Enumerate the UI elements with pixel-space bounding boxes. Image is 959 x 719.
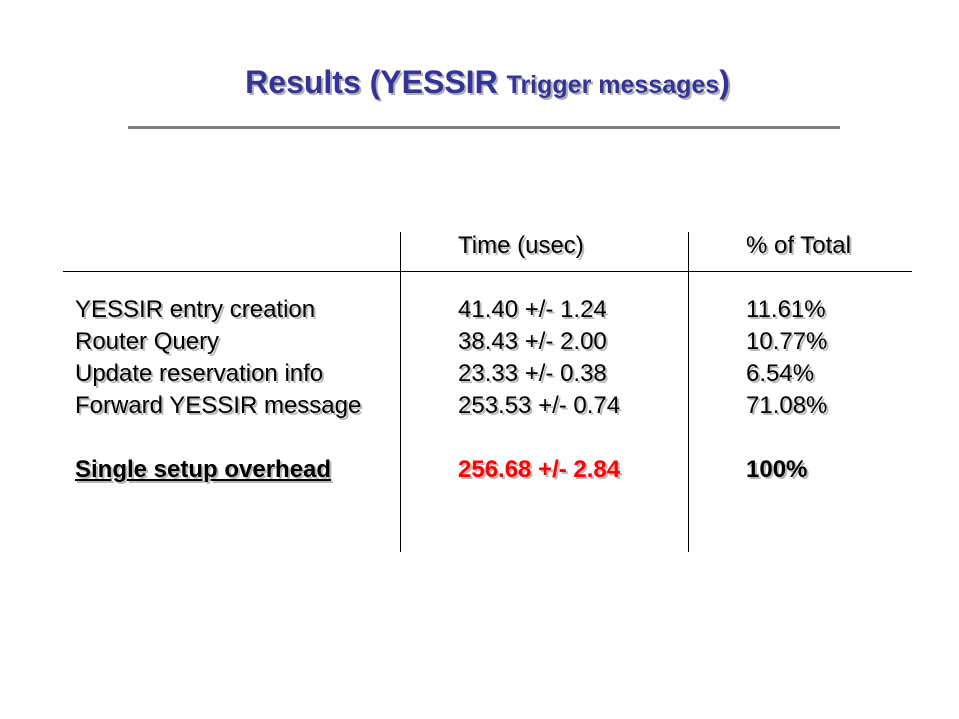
column-divider xyxy=(400,232,401,552)
total-label: Single setup overhead xyxy=(75,456,332,483)
row-label: YESSIR entry creation xyxy=(75,296,316,323)
total-time: 256.68 +/- 2.84 xyxy=(458,456,621,483)
row-percent: 11.61% xyxy=(746,296,826,323)
title-end: ) xyxy=(719,64,730,100)
row-percent: 71.08% xyxy=(746,392,828,419)
row-percent: 10.77% xyxy=(746,328,828,355)
title-sub: Trigger messages xyxy=(506,71,720,99)
slide-title: Results (YESSIR Trigger messages) xyxy=(0,64,959,101)
header-time: Time (usec) xyxy=(458,232,584,259)
row-time: 38.43 +/- 2.00 xyxy=(458,328,607,355)
title-divider xyxy=(128,126,840,129)
row-time: 253.53 +/- 0.74 xyxy=(458,392,621,419)
row-label: Update reservation info xyxy=(75,360,324,387)
row-percent: 6.54% xyxy=(746,360,815,387)
column-divider xyxy=(688,232,689,552)
row-time: 41.40 +/- 1.24 xyxy=(458,296,607,323)
row-label: Forward YESSIR message xyxy=(75,392,362,419)
title-main: Results (YESSIR xyxy=(245,64,507,100)
header-percent: % of Total xyxy=(746,232,851,259)
total-percent: 100% xyxy=(746,456,808,483)
row-label: Router Query xyxy=(75,328,220,355)
header-divider xyxy=(63,271,912,272)
row-time: 23.33 +/- 0.38 xyxy=(458,360,607,387)
